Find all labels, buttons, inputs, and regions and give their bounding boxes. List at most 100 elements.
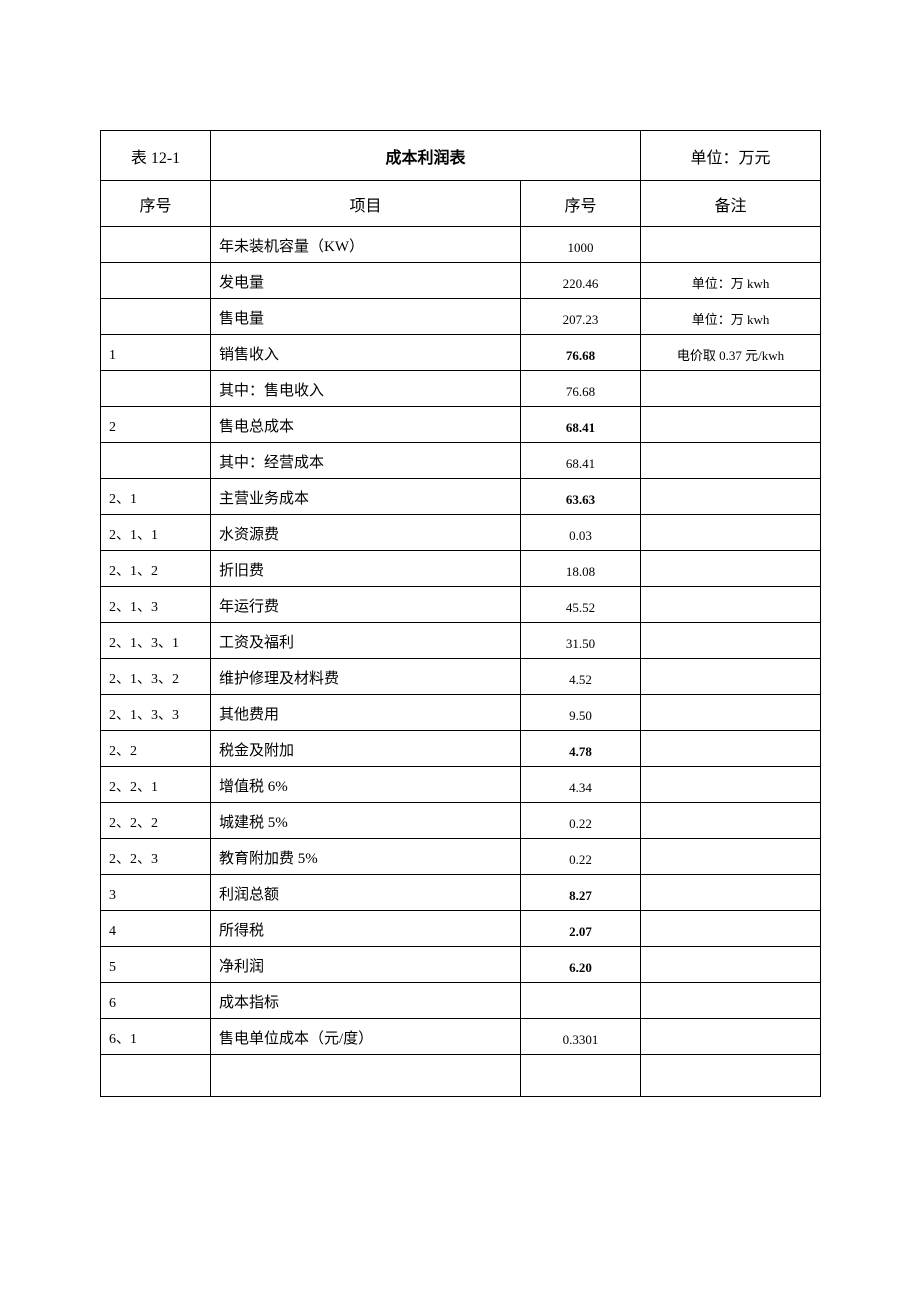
note-cell <box>641 515 821 551</box>
item-cell: 工资及福利 <box>211 623 521 659</box>
note-cell <box>641 803 821 839</box>
seq-cell <box>101 299 211 335</box>
item-cell: 城建税 5% <box>211 803 521 839</box>
table-row: 2、2、3教育附加费 5%0.22 <box>101 839 821 875</box>
item-cell: 税金及附加 <box>211 731 521 767</box>
value-cell: 63.63 <box>521 479 641 515</box>
table-row: 2、1、3、1工资及福利31.50 <box>101 623 821 659</box>
col-header-val: 序号 <box>521 181 641 227</box>
item-cell: 所得税 <box>211 911 521 947</box>
note-cell <box>641 695 821 731</box>
table-row: 2、2、1增值税 6%4.34 <box>101 767 821 803</box>
seq-cell: 2、1、3 <box>101 587 211 623</box>
value-cell: 68.41 <box>521 443 641 479</box>
seq-cell: 2、2、2 <box>101 803 211 839</box>
note-cell <box>641 551 821 587</box>
seq-cell: 2、1、3、1 <box>101 623 211 659</box>
empty-cell <box>101 1055 211 1097</box>
table-row: 2、1、1水资源费0.03 <box>101 515 821 551</box>
item-cell: 折旧费 <box>211 551 521 587</box>
item-cell: 净利润 <box>211 947 521 983</box>
col-header-seq: 序号 <box>101 181 211 227</box>
item-cell: 利润总额 <box>211 875 521 911</box>
item-cell: 教育附加费 5% <box>211 839 521 875</box>
note-cell <box>641 983 821 1019</box>
value-cell: 45.52 <box>521 587 641 623</box>
seq-cell: 2、1、1 <box>101 515 211 551</box>
item-cell: 主营业务成本 <box>211 479 521 515</box>
value-cell: 4.52 <box>521 659 641 695</box>
item-cell: 维护修理及材料费 <box>211 659 521 695</box>
table-number: 表 12-1 <box>101 131 211 181</box>
value-cell: 0.22 <box>521 839 641 875</box>
value-cell: 9.50 <box>521 695 641 731</box>
empty-cell <box>521 1055 641 1097</box>
value-cell: 68.41 <box>521 407 641 443</box>
seq-cell: 2 <box>101 407 211 443</box>
item-cell: 售电总成本 <box>211 407 521 443</box>
table-header-row: 序号 项目 序号 备注 <box>101 181 821 227</box>
table-title: 成本利润表 <box>211 131 641 181</box>
note-cell <box>641 875 821 911</box>
table-row: 2、1主营业务成本63.63 <box>101 479 821 515</box>
cost-profit-table: 表 12-1 成本利润表 单位：万元 序号 项目 序号 备注 年未装机容量（KW… <box>100 130 821 1097</box>
value-cell: 0.03 <box>521 515 641 551</box>
seq-cell: 3 <box>101 875 211 911</box>
table-body: 年未装机容量（KW）1000发电量220.46单位：万 kwh售电量207.23… <box>101 227 821 1055</box>
seq-cell <box>101 371 211 407</box>
item-cell: 售电量 <box>211 299 521 335</box>
value-cell: 0.22 <box>521 803 641 839</box>
value-cell: 207.23 <box>521 299 641 335</box>
table-row: 5净利润6.20 <box>101 947 821 983</box>
col-header-note: 备注 <box>641 181 821 227</box>
table-row: 1销售收入76.68电价取 0.37 元/kwh <box>101 335 821 371</box>
empty-cell <box>211 1055 521 1097</box>
table-row: 2售电总成本68.41 <box>101 407 821 443</box>
seq-cell: 2、2 <box>101 731 211 767</box>
table-row: 2、2、2城建税 5%0.22 <box>101 803 821 839</box>
item-cell: 销售收入 <box>211 335 521 371</box>
table-row: 4所得税2.07 <box>101 911 821 947</box>
value-cell: 6.20 <box>521 947 641 983</box>
note-cell <box>641 731 821 767</box>
item-cell: 水资源费 <box>211 515 521 551</box>
item-cell: 年未装机容量（KW） <box>211 227 521 263</box>
col-header-item: 项目 <box>211 181 521 227</box>
item-cell: 成本指标 <box>211 983 521 1019</box>
table-row: 售电量207.23单位：万 kwh <box>101 299 821 335</box>
seq-cell: 2、1、2 <box>101 551 211 587</box>
table-empty-row <box>101 1055 821 1097</box>
value-cell: 0.3301 <box>521 1019 641 1055</box>
value-cell: 4.78 <box>521 731 641 767</box>
value-cell: 2.07 <box>521 911 641 947</box>
item-cell: 年运行费 <box>211 587 521 623</box>
table-unit: 单位：万元 <box>641 131 821 181</box>
table-row: 2、2税金及附加4.78 <box>101 731 821 767</box>
item-cell: 售电单位成本（元/度） <box>211 1019 521 1055</box>
seq-cell: 6、1 <box>101 1019 211 1055</box>
table-row: 发电量220.46单位：万 kwh <box>101 263 821 299</box>
table-row: 6成本指标 <box>101 983 821 1019</box>
value-cell: 8.27 <box>521 875 641 911</box>
value-cell: 1000 <box>521 227 641 263</box>
value-cell: 4.34 <box>521 767 641 803</box>
note-cell: 电价取 0.37 元/kwh <box>641 335 821 371</box>
seq-cell <box>101 263 211 299</box>
note-cell <box>641 443 821 479</box>
empty-cell <box>641 1055 821 1097</box>
value-cell: 31.50 <box>521 623 641 659</box>
seq-cell: 2、1、3、2 <box>101 659 211 695</box>
note-cell <box>641 1019 821 1055</box>
note-cell <box>641 227 821 263</box>
item-cell: 增值税 6% <box>211 767 521 803</box>
note-cell <box>641 659 821 695</box>
item-cell: 其中：经营成本 <box>211 443 521 479</box>
seq-cell <box>101 227 211 263</box>
table-row: 2、1、3、3其他费用9.50 <box>101 695 821 731</box>
table-row: 2、1、3年运行费45.52 <box>101 587 821 623</box>
table-row: 6、1售电单位成本（元/度）0.3301 <box>101 1019 821 1055</box>
note-cell <box>641 407 821 443</box>
seq-cell <box>101 443 211 479</box>
value-cell: 76.68 <box>521 371 641 407</box>
value-cell: 76.68 <box>521 335 641 371</box>
